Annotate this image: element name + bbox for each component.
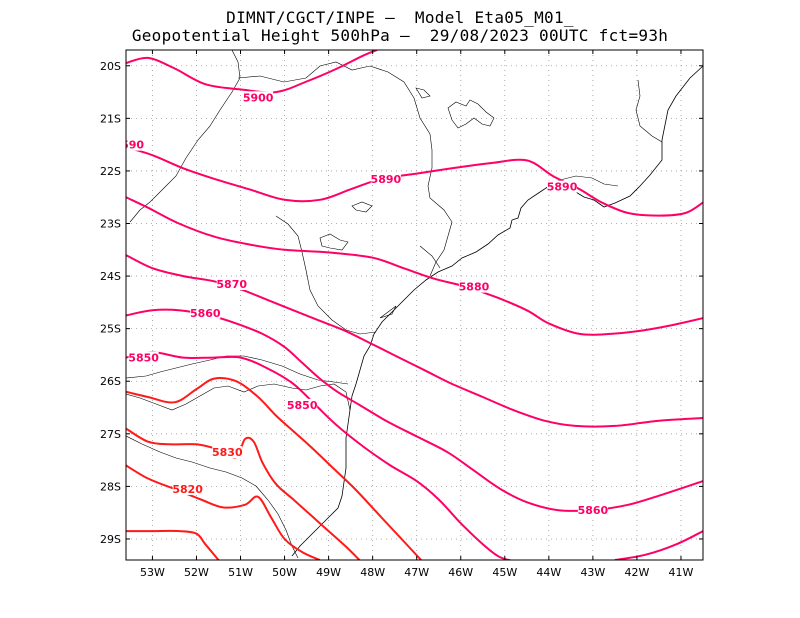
lat-tick-label: 24S bbox=[100, 270, 121, 283]
contour-5880 bbox=[126, 196, 703, 336]
title-line-1: DIMNT/CGCT/INPE – Model Eta05_M01_ bbox=[226, 8, 574, 27]
contour-label-bg bbox=[126, 138, 145, 151]
contour-label: 5830 bbox=[212, 446, 243, 459]
contour-label-bg bbox=[216, 277, 247, 290]
lon-tick-label: 49W bbox=[316, 566, 341, 579]
contour-label-bg bbox=[458, 280, 489, 293]
contour-5840 bbox=[126, 377, 422, 560]
lon-tick-label: 45W bbox=[492, 566, 517, 579]
lon-tick-label: 50W bbox=[272, 566, 297, 579]
contour-label: 5890 bbox=[547, 181, 578, 194]
lat-tick-label: 22S bbox=[100, 165, 121, 178]
lat-tick-label: 20S bbox=[100, 60, 121, 73]
contour-label: 5820 bbox=[172, 483, 203, 496]
lon-tick-label: 48W bbox=[360, 566, 385, 579]
contour-label: 590 bbox=[121, 139, 144, 152]
contour-5850 bbox=[126, 351, 514, 560]
lat-tick-label: 26S bbox=[100, 375, 121, 388]
lon-tick-label: 52W bbox=[184, 566, 209, 579]
contour-label-bg bbox=[190, 306, 221, 319]
contour-label: 5900 bbox=[243, 91, 274, 104]
lat-tick-label: 21S bbox=[100, 112, 121, 125]
contour-labels: 5900 590 5890 5890 5880 5870 5860 5860 5850 5850 5… bbox=[121, 91, 609, 517]
lon-tick-label: 42W bbox=[624, 566, 649, 579]
grid-lines bbox=[126, 50, 703, 560]
contour-label: 5870 bbox=[216, 278, 247, 291]
contour-label: 5880 bbox=[459, 281, 490, 294]
contour-label-bg bbox=[243, 91, 274, 104]
contour-5830 bbox=[126, 427, 361, 560]
lon-tick-label: 43W bbox=[580, 566, 605, 579]
contour-lines bbox=[126, 50, 703, 560]
contour-label-bg bbox=[547, 180, 578, 193]
lat-tick-label: 28S bbox=[100, 480, 121, 493]
contour-label-bg bbox=[577, 504, 608, 517]
contour-5890 bbox=[126, 146, 703, 217]
contour-label: 5860 bbox=[578, 504, 609, 517]
lat-tick-label: 29S bbox=[100, 533, 121, 546]
lon-tick-label: 41W bbox=[669, 566, 694, 579]
plot-frame bbox=[125, 49, 704, 561]
lon-tick-label: 46W bbox=[448, 566, 473, 579]
lon-tick-label: 51W bbox=[228, 566, 253, 579]
title-line-2: Geopotential Height 500hPa – 29/08/2023 … bbox=[131, 26, 669, 45]
contour-5810 bbox=[126, 529, 220, 560]
lat-tick-label: 25S bbox=[100, 323, 121, 336]
axis-ticks: 20S 21S 22S 23S 24S 25S 26S 27S 28S 29S 53W 52W 51W 5… bbox=[100, 50, 703, 579]
contour-5900 bbox=[126, 50, 378, 94]
lon-tick-label: 47W bbox=[404, 566, 429, 579]
contour-5820 bbox=[126, 464, 321, 560]
contour-5860 bbox=[126, 308, 703, 512]
contour-5850 bbox=[614, 530, 703, 560]
contour-label: 5850 bbox=[128, 352, 159, 365]
contour-label: 5850 bbox=[287, 399, 318, 412]
lat-tick-label: 27S bbox=[100, 428, 121, 441]
coastline-borders bbox=[126, 50, 703, 559]
contour-label-bg bbox=[128, 351, 159, 364]
lon-tick-label: 44W bbox=[536, 566, 561, 579]
contour-label: 5890 bbox=[371, 173, 402, 186]
contour-label-bg bbox=[212, 446, 243, 459]
contour-label-bg bbox=[172, 483, 203, 496]
contour-label-bg bbox=[287, 398, 318, 411]
contour-label-bg bbox=[370, 172, 401, 185]
lat-tick-label: 23S bbox=[100, 218, 121, 231]
lon-tick-label: 53W bbox=[140, 566, 165, 579]
contour-5870 bbox=[126, 254, 703, 428]
contour-label: 5860 bbox=[190, 307, 221, 320]
